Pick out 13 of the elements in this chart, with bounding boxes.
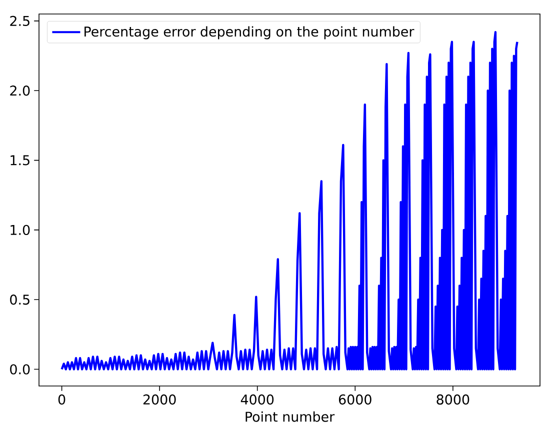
x-tick-label: 0 <box>58 394 66 405</box>
x-tick-label: 8000 <box>436 394 470 405</box>
y-tick-label: 1.0 <box>10 224 30 236</box>
y-tick-label: 2.0 <box>10 86 30 96</box>
y-tick-label: 0.5 <box>10 294 30 305</box>
y-tick-label: 2.5 <box>10 16 30 26</box>
x-tick-label: 4000 <box>240 394 274 405</box>
x-tick-label: 2000 <box>143 394 176 405</box>
y-tick-label: 0.0 <box>10 364 30 374</box>
y-tick-label: 1.5 <box>10 155 30 166</box>
x-tick-label: 6000 <box>338 394 372 405</box>
legend-label: Percentage error depending on the point number <box>84 26 414 40</box>
x-axis-title: Point number <box>246 411 335 422</box>
